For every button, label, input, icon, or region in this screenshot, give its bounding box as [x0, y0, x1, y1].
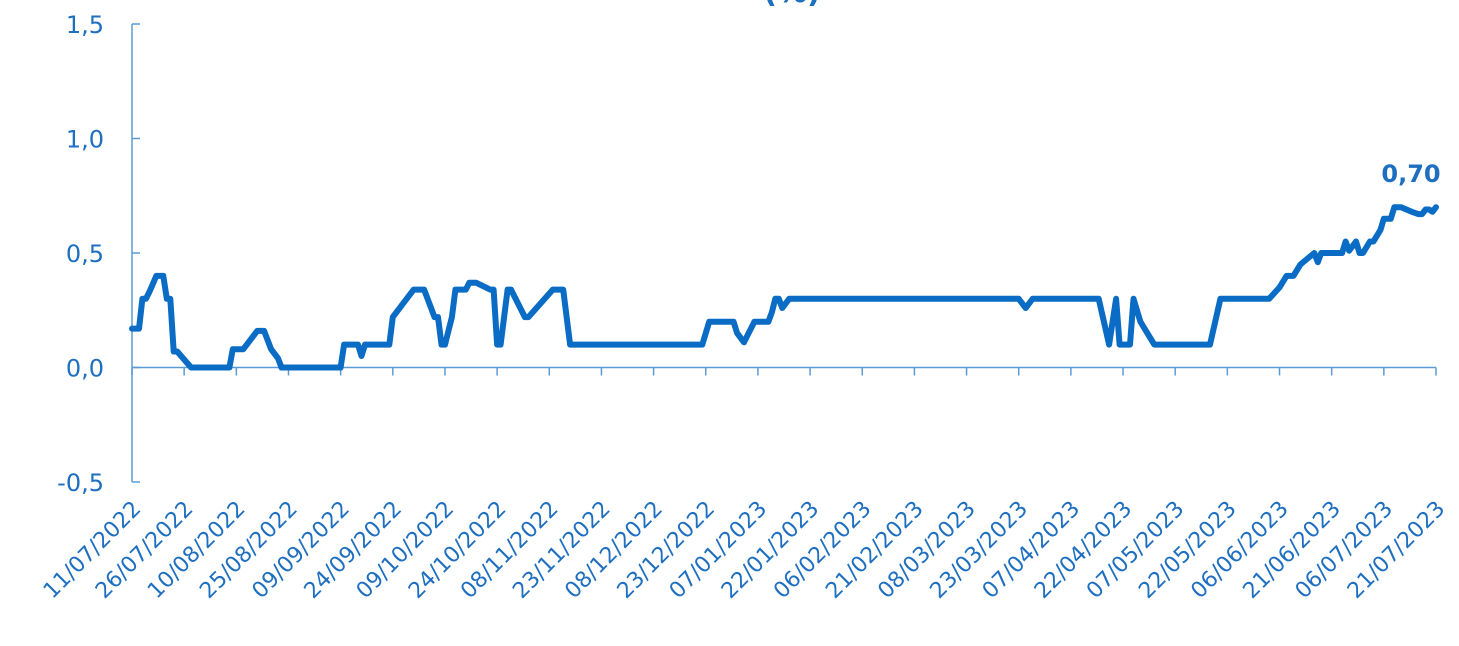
y-axis: -0,5 0,0 0,5 1,0 1,5: [57, 11, 140, 497]
y-tick-label: 0,0: [66, 355, 104, 383]
y-tick-label: -0,5: [57, 469, 104, 497]
x-axis: 11/07/202226/07/202210/08/202225/08/2022…: [39, 366, 1450, 604]
y-tick-label: 0,5: [66, 240, 104, 268]
chart-title: (%): [763, 0, 820, 10]
last-value-label: 0,70: [1381, 160, 1440, 188]
series-line: [129, 204, 1439, 371]
series-layer: [129, 204, 1439, 371]
y-tick-label: 1,5: [66, 11, 104, 39]
y-tick-label: 1,0: [66, 126, 104, 154]
